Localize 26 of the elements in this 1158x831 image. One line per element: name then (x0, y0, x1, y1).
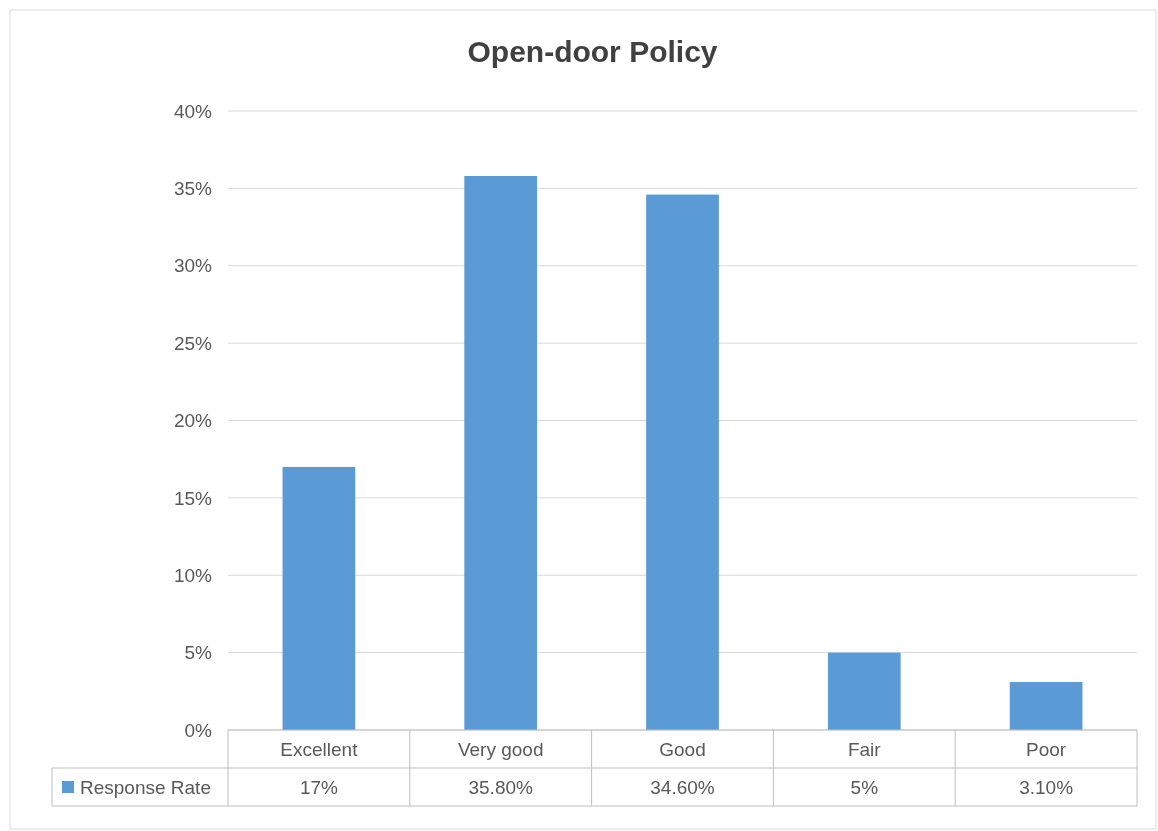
bar (1009, 682, 1083, 730)
y-tick-label: 35% (173, 178, 213, 200)
legend-label: Response Rate (80, 776, 211, 798)
chart-title: Open-door Policy (467, 35, 718, 68)
y-tick-label: 40% (173, 100, 213, 122)
bar (464, 176, 538, 730)
bar (646, 194, 719, 730)
y-tick-label: 5% (184, 642, 213, 664)
y-tick-label: 0% (184, 719, 213, 741)
x-tick-label: Very good (457, 738, 544, 760)
x-tick-label: Poor (1026, 738, 1067, 760)
data-label: 3.10% (1019, 776, 1074, 798)
data-label: 17% (299, 776, 339, 798)
x-tick-label: Excellent (280, 738, 359, 760)
bar (282, 466, 356, 730)
x-tick-label: Fair (847, 738, 882, 760)
bar (827, 652, 901, 730)
y-tick-label: 10% (173, 564, 213, 586)
y-tick-label: 15% (173, 487, 213, 509)
y-tick-label: 25% (173, 332, 213, 354)
y-tick-label: 20% (173, 410, 213, 432)
x-tick-label: Good (659, 738, 706, 760)
data-label: 34.60% (650, 776, 715, 798)
y-tick-label: 30% (173, 255, 213, 277)
data-label: 35.80% (468, 776, 534, 798)
data-label: 5% (850, 776, 879, 798)
